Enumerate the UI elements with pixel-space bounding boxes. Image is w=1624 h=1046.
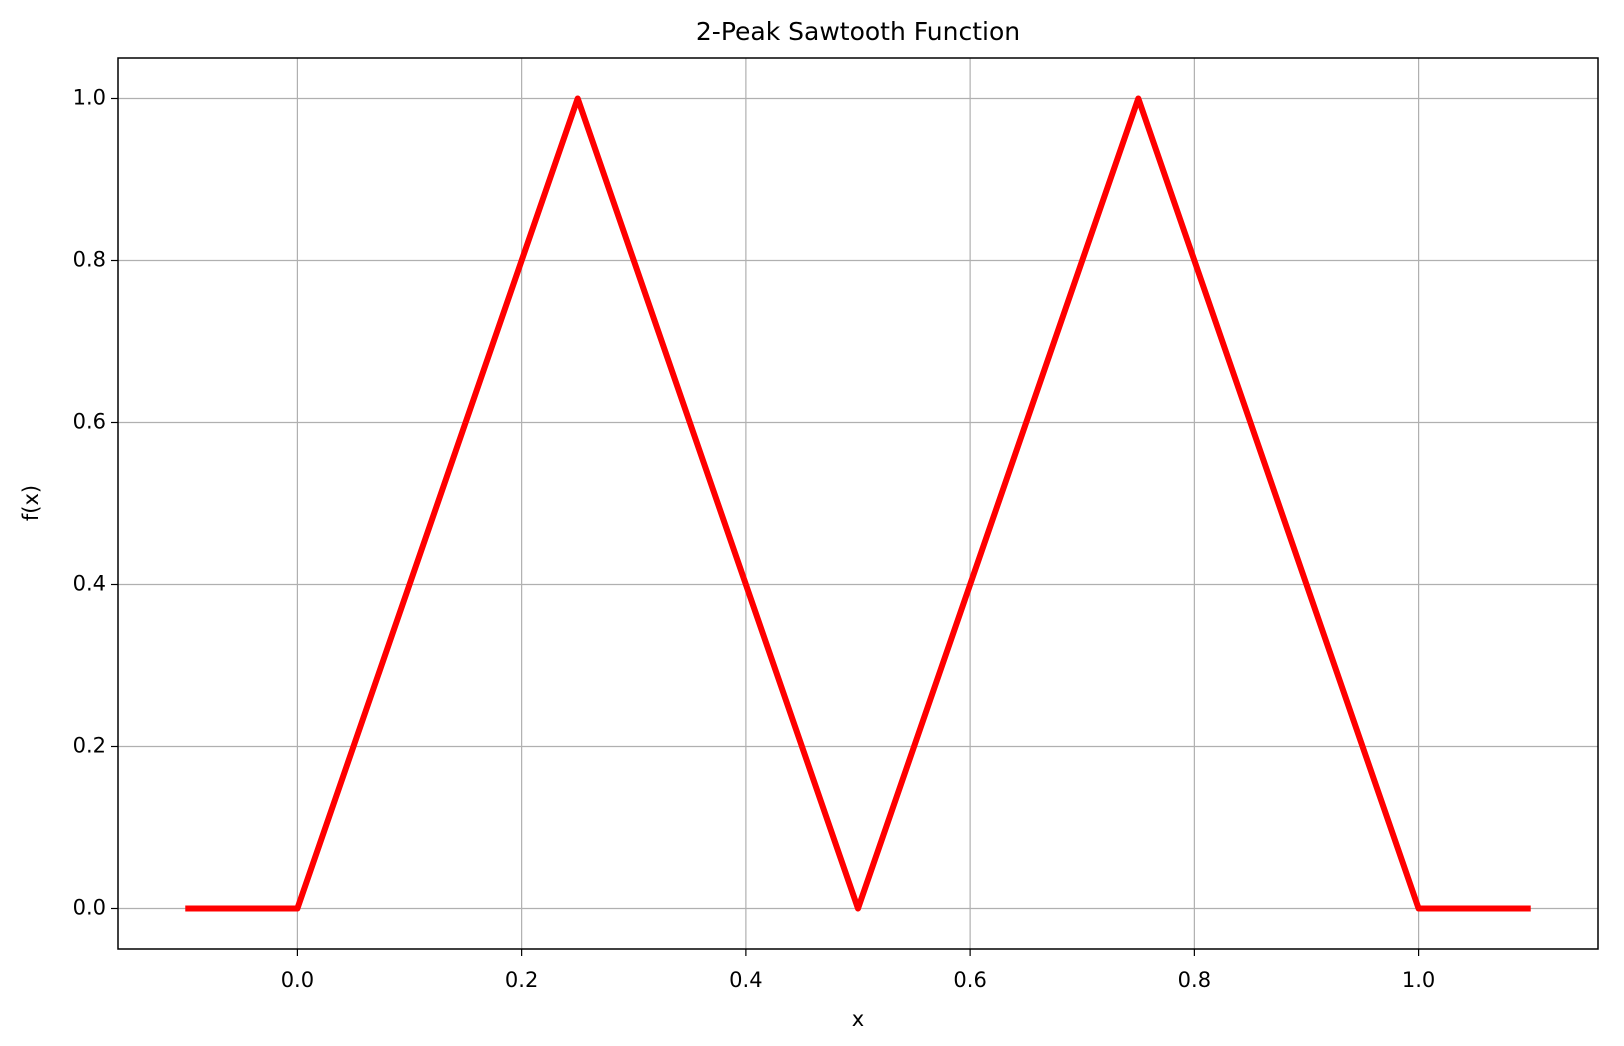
- chart-title: 2-Peak Sawtooth Function: [696, 17, 1020, 46]
- x-tick-label: 0.6: [953, 968, 986, 992]
- y-axis-label: f(x): [19, 485, 43, 521]
- x-tick-label: 0.4: [729, 968, 762, 992]
- y-tick-label: 0.4: [73, 572, 106, 596]
- x-tick-label: 0.0: [281, 968, 314, 992]
- line-series: [185, 95, 1531, 912]
- plot-frame: [117, 57, 1599, 950]
- x-tick-label: 0.2: [505, 968, 538, 992]
- y-tick-label: 0.6: [73, 410, 106, 434]
- y-tick-label: 0.8: [73, 248, 106, 272]
- y-tick-label: 0.2: [73, 734, 106, 758]
- x-axis-label: x: [852, 1007, 864, 1031]
- y-tick-label: 1.0: [73, 86, 106, 110]
- x-tick-label: 1.0: [1402, 968, 1435, 992]
- x-tick-label: 0.8: [1178, 968, 1211, 992]
- y-tick-label: 0.0: [73, 896, 106, 920]
